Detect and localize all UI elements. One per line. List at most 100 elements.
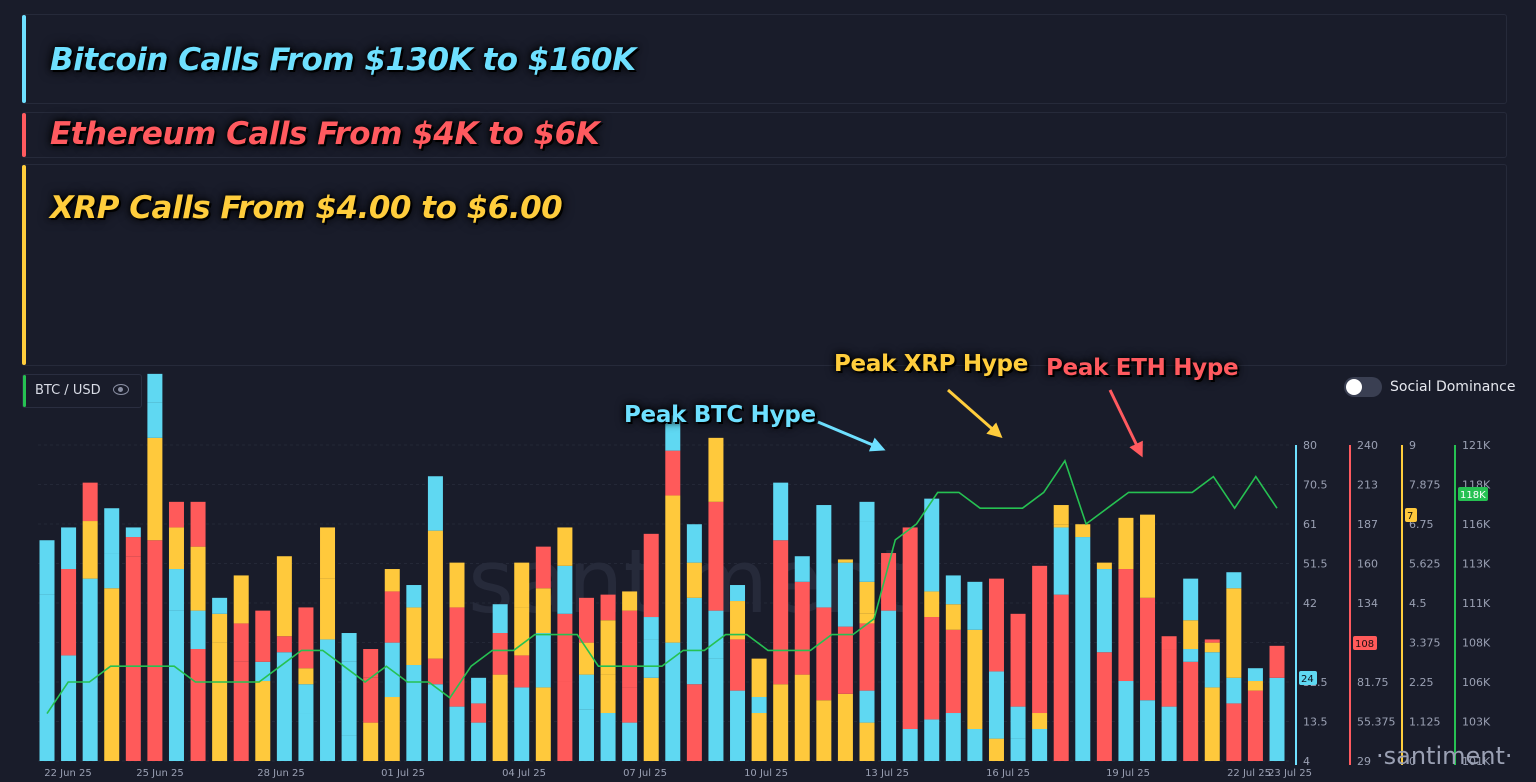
bar-segment (1118, 569, 1134, 682)
bar-segment (665, 415, 681, 451)
axis-value-badge-label: 24 (1301, 674, 1314, 685)
x-tick-label: 19 Jul 25 (1106, 768, 1150, 779)
bar-segment (794, 556, 810, 582)
bar-segment (61, 527, 77, 570)
bar-segment (1204, 642, 1220, 653)
axis-tick-label: 108K (1462, 637, 1491, 650)
axis-tick-label: 240 (1357, 439, 1378, 452)
bar-segment (384, 569, 400, 592)
bar-segment (471, 677, 487, 704)
axis-tick-label: 13.5 (1303, 716, 1328, 729)
bar-segment (147, 373, 163, 403)
bar-segment (1161, 706, 1177, 761)
x-tick-label: 01 Jul 25 (381, 768, 425, 779)
x-tick-label: 23 Jul 25 (1268, 768, 1312, 779)
axis-value-badge-label: 118K (1460, 490, 1486, 501)
bar-segment (449, 706, 465, 761)
bar-segment (1204, 639, 1220, 643)
bar-segment (147, 402, 163, 438)
bar-segment (535, 588, 551, 634)
bar-segment (945, 629, 961, 714)
bar-segment (988, 578, 1004, 672)
bar-segment (665, 495, 681, 643)
bar-segment (1204, 687, 1220, 761)
bar-segment (643, 533, 659, 618)
ticker-chip[interactable]: BTC / USD (22, 374, 142, 408)
bar-segment (492, 604, 508, 634)
bar-segment (276, 652, 292, 761)
ticker-label: BTC / USD (35, 383, 101, 398)
bar-segment (794, 674, 810, 761)
bar-segment (61, 655, 77, 761)
bar-segment (384, 591, 400, 643)
bar-segment (190, 610, 206, 650)
bar-segment (686, 524, 702, 563)
bar-segment (320, 527, 336, 579)
eye-icon[interactable] (113, 384, 129, 395)
bar-segment (730, 601, 746, 640)
bar-segment (622, 591, 638, 611)
bar-segment (406, 665, 422, 761)
axis-value-badge (1458, 487, 1488, 501)
axis-tick-label: 4 (1303, 755, 1310, 768)
axis-tick-label: 70.5 (1303, 479, 1328, 492)
bar-segment (557, 613, 573, 682)
bar-segment (1053, 527, 1069, 595)
bar-segment (622, 722, 638, 761)
eth-color-stripe (22, 113, 26, 157)
bar-segment (1247, 681, 1263, 691)
axis-tick-label: 7.875 (1409, 479, 1441, 492)
bar-segment (125, 537, 141, 557)
bar-segment (1204, 652, 1220, 688)
bar-segment (298, 713, 314, 761)
bar-segment (665, 450, 681, 496)
bar-segment (1226, 677, 1242, 704)
bar-segment (837, 559, 853, 563)
bar-segment (1096, 562, 1112, 570)
bar-segment (1010, 738, 1026, 761)
bar-segment (600, 594, 616, 621)
bar-segment (212, 613, 228, 643)
header-panel-xrp (22, 164, 1507, 366)
ticker-color-stripe (23, 375, 26, 407)
bar-segment (535, 687, 551, 761)
bar-segment (686, 562, 702, 598)
axis-tick-label: 3.375 (1409, 637, 1441, 650)
bar-segment (837, 562, 853, 627)
axis-tick-label: 0 (1409, 755, 1416, 768)
bar-segment (643, 639, 659, 678)
bar-segment (535, 546, 551, 589)
bar-segment (471, 722, 487, 761)
social-dominance-toggle[interactable] (1344, 377, 1382, 397)
bar-segment (255, 610, 271, 662)
bar-segment (1118, 517, 1134, 570)
bar-segment (557, 681, 573, 761)
bar-segment (514, 562, 530, 608)
bar-segment (298, 684, 314, 714)
bar-segment (276, 556, 292, 637)
bar-segment (535, 633, 551, 688)
axis-value-badge (1405, 508, 1417, 522)
bar-segment (600, 620, 616, 675)
bar-segment (1140, 700, 1156, 761)
bar-segment (212, 642, 228, 761)
header-panel-btc (22, 14, 1507, 104)
bar-segment (190, 501, 206, 547)
bar-segment (1053, 524, 1069, 528)
bar-segment (1247, 668, 1263, 682)
bar-segment (384, 697, 400, 761)
bar-segment (665, 642, 681, 761)
bar-segment (104, 588, 120, 761)
bar-segment (1183, 578, 1199, 621)
bar-segment (125, 527, 141, 538)
x-tick-label: 25 Jun 25 (136, 768, 183, 779)
axis-tick-label: 61 (1303, 518, 1317, 531)
axis-value-badge (1299, 671, 1317, 685)
toggle-knob (1346, 379, 1362, 395)
bar-segment (1183, 620, 1199, 650)
bar-segment (1010, 706, 1026, 739)
bar-segment (341, 661, 357, 736)
bar-segment (427, 684, 443, 761)
bar-segment (557, 565, 573, 614)
